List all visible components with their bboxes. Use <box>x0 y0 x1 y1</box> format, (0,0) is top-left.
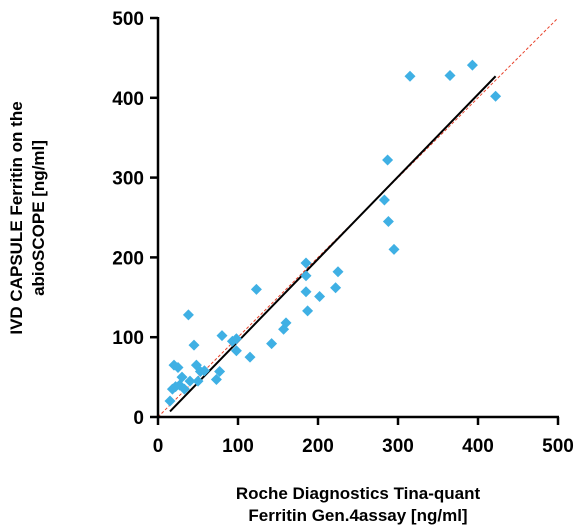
data-point <box>216 330 228 342</box>
y-tick-label: 500 <box>112 9 144 30</box>
data-point <box>182 309 194 321</box>
data-point <box>300 257 312 269</box>
data-point <box>198 365 210 377</box>
data-point <box>230 345 242 357</box>
axes-layer <box>156 17 559 419</box>
data-point <box>230 333 242 345</box>
x-axis-title-line-2: Ferritin Gen.4assay [ng/ml] <box>248 506 467 525</box>
data-point <box>188 339 200 351</box>
x-tick-label: 100 <box>222 436 254 457</box>
data-point <box>176 371 188 383</box>
data-point <box>244 351 256 363</box>
y-tick-label: 200 <box>112 248 144 269</box>
x-tick-label: 400 <box>462 436 494 457</box>
y-axis-title-line-1: IVD CAPSULE Ferritin on the <box>7 101 26 334</box>
y-tick-label: 300 <box>112 169 144 190</box>
data-point <box>444 69 456 81</box>
y-tick-label: 400 <box>112 89 144 110</box>
data-point <box>184 375 196 387</box>
data-point <box>300 270 312 282</box>
data-point <box>178 383 190 395</box>
data-point <box>490 90 502 102</box>
x-tick-label: 200 <box>302 436 334 457</box>
data-point <box>382 154 394 166</box>
y-tick-label: 0 <box>133 408 144 429</box>
data-point <box>302 305 314 317</box>
ticks-layer: 0 100 200 300 400 500 0 100 200 300 400 500 <box>112 9 574 457</box>
data-point <box>388 243 400 255</box>
data-point <box>332 266 344 278</box>
data-point <box>404 70 416 82</box>
y-axis-title-line-2: abioSCOPE [ng/ml] <box>29 140 48 296</box>
data-point <box>300 286 312 298</box>
data-point <box>280 317 292 329</box>
data-point <box>378 194 390 206</box>
data-point <box>266 338 278 350</box>
regression-line-layer <box>169 75 497 413</box>
data-point <box>164 395 176 407</box>
x-axis-title-line-1: Roche Diagnostics Tina-quant <box>236 484 481 503</box>
data-point <box>466 59 478 71</box>
data-point <box>314 291 326 303</box>
x-tick-label: 0 <box>153 436 164 457</box>
data-point <box>192 375 204 387</box>
data-point <box>382 215 394 227</box>
data-point <box>210 373 222 385</box>
x-tick-label: 300 <box>382 436 414 457</box>
regression-line <box>169 75 497 413</box>
data-point <box>250 283 262 295</box>
data-point <box>214 366 226 378</box>
data-point <box>330 282 342 294</box>
x-tick-label: 500 <box>542 436 574 457</box>
data-point <box>172 362 184 374</box>
data-points-layer <box>164 59 502 407</box>
y-tick-label: 100 <box>112 328 144 349</box>
